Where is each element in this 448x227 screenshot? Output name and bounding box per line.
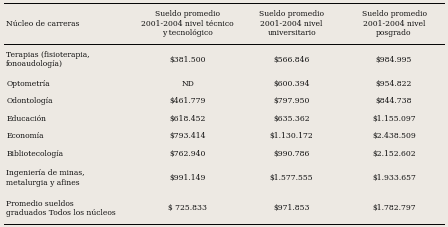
- Text: Núcleo de carreras: Núcleo de carreras: [6, 20, 80, 28]
- Text: $793.414: $793.414: [169, 132, 206, 140]
- Text: Educación: Educación: [6, 115, 46, 123]
- Text: $1.130.172: $1.130.172: [270, 132, 314, 140]
- Text: $1.782.797: $1.782.797: [372, 204, 416, 212]
- Text: $844.738: $844.738: [376, 97, 412, 105]
- Text: $635.362: $635.362: [273, 115, 310, 123]
- Text: $461.779: $461.779: [169, 97, 206, 105]
- Text: $1.933.657: $1.933.657: [372, 174, 416, 182]
- Text: Terapias (fisioterapia,
fonoaudología): Terapias (fisioterapia, fonoaudología): [6, 51, 90, 68]
- Text: $990.786: $990.786: [273, 150, 310, 158]
- Text: Sueldo promedio
2001-2004 nivel
posgrado: Sueldo promedio 2001-2004 nivel posgrado: [362, 10, 426, 37]
- Text: ND: ND: [181, 80, 194, 88]
- Text: $1.155.097: $1.155.097: [372, 115, 416, 123]
- Text: $2.438.509: $2.438.509: [372, 132, 416, 140]
- Text: $566.846: $566.846: [273, 56, 310, 64]
- Text: $2.152.602: $2.152.602: [372, 150, 416, 158]
- Text: $991.149: $991.149: [169, 174, 206, 182]
- Text: $762.940: $762.940: [169, 150, 206, 158]
- Text: $1.577.555: $1.577.555: [270, 174, 314, 182]
- Text: $ 725.833: $ 725.833: [168, 204, 207, 212]
- Text: $984.995: $984.995: [376, 56, 412, 64]
- Text: Bibliotecología: Bibliotecología: [6, 150, 64, 158]
- Text: Sueldo promedio
2001-2004 nivel técnico
y tecnológico: Sueldo promedio 2001-2004 nivel técnico …: [142, 10, 234, 37]
- Text: Promedio sueldos
graduados Todos los núcleos: Promedio sueldos graduados Todos los núc…: [6, 200, 116, 217]
- Text: $797.950: $797.950: [273, 97, 310, 105]
- Text: $618.452: $618.452: [169, 115, 206, 123]
- Text: Sueldo promedio
2001-2004 nivel
universitario: Sueldo promedio 2001-2004 nivel universi…: [259, 10, 324, 37]
- Text: Ingeniería de minas,
metalurgia y afines: Ingeniería de minas, metalurgia y afines: [6, 169, 85, 187]
- Text: Odontología: Odontología: [6, 97, 53, 105]
- Text: $381.500: $381.500: [169, 56, 206, 64]
- Text: Economía: Economía: [6, 132, 44, 140]
- Text: $971.853: $971.853: [273, 204, 310, 212]
- Text: $954.822: $954.822: [376, 80, 412, 88]
- Text: $600.394: $600.394: [273, 80, 310, 88]
- Text: Optometría: Optometría: [6, 80, 50, 88]
